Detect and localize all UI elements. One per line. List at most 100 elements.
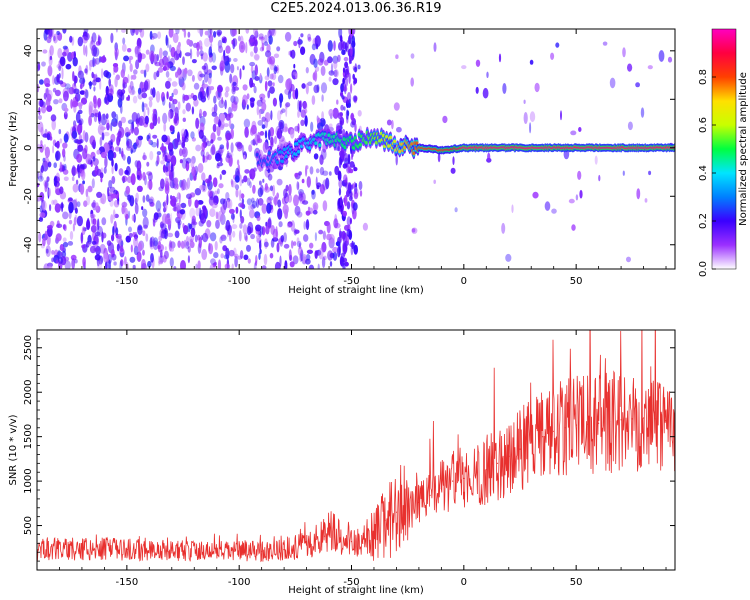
spectrogram-cell: [38, 114, 42, 120]
y-tick-label: 2000: [23, 379, 34, 404]
spectrogram-cell: [63, 176, 69, 182]
spectrogram-cell: [88, 101, 94, 113]
spectrogram-cell: [362, 222, 368, 231]
spectrogram-cell: [58, 80, 64, 85]
spectrogram-cell: [303, 221, 307, 230]
spectrogram-cell: [169, 257, 174, 267]
spectrogram-cell: [44, 83, 51, 88]
spectrogram-cell: [236, 142, 243, 149]
spectrogram-cell: [120, 259, 124, 267]
spectrogram-cell: [68, 219, 73, 225]
spectrogram-cell: [320, 148, 327, 160]
spectrogram-cell: [121, 175, 128, 183]
spectrogram-cell: [48, 187, 51, 197]
spectrogram-cell: [221, 36, 227, 42]
spectrogram-cell: [166, 193, 169, 206]
spectrogram-cell: [274, 195, 277, 207]
spectrogram-cell: [225, 192, 230, 200]
spectrogram-cell: [250, 102, 255, 108]
spectrogram-cell: [288, 249, 292, 261]
spectrogram-cell: [126, 176, 133, 183]
spectrogram-cell: [54, 203, 61, 213]
spectrogram-cell: [129, 57, 132, 65]
spectrogram-cell: [247, 221, 254, 234]
spectrogram-cell: [345, 109, 349, 120]
spectrogram-cell: [187, 246, 191, 253]
spectrogram-cell: [190, 159, 195, 169]
spectrogram-cell: [284, 88, 291, 95]
spectrogram-cell: [239, 35, 244, 45]
spectrogram-cell: [300, 46, 306, 55]
spectrogram-cell: [153, 71, 157, 81]
spectrogram-cell: [269, 185, 274, 192]
spectrogram-cell: [353, 191, 359, 200]
spectrogram-cell: [498, 53, 502, 63]
x-tick-label: -50: [343, 577, 359, 588]
spectrogram-cell: [163, 122, 167, 132]
spectrogram-cell: [140, 69, 145, 74]
spectrogram-cell: [261, 265, 267, 269]
spectrogram-cell: [113, 64, 119, 73]
spectrogram-cell: [293, 194, 299, 207]
spectrogram-cell: [77, 109, 83, 115]
spectrogram-cell: [239, 250, 244, 259]
spectrogram-cell: [148, 179, 153, 191]
spectrogram-cell: [174, 138, 179, 148]
spectrogram-cell: [90, 214, 95, 225]
spectrogram-cell: [322, 170, 329, 176]
spectrogram-cell: [165, 70, 170, 78]
spectrogram-cell: [321, 111, 324, 121]
spectrogram-cell: [209, 29, 213, 35]
spectrogram-cell: [301, 83, 306, 89]
spectrogram-cell: [156, 70, 160, 78]
spectrogram-cell: [87, 185, 93, 193]
spectrogram-cell: [173, 117, 178, 124]
spectrogram-cell: [351, 40, 356, 48]
spectrogram-cell: [328, 123, 333, 128]
spectrogram-cell: [249, 209, 255, 219]
spectrogram-cell: [278, 135, 285, 142]
spectrogram-cell: [256, 215, 261, 222]
spectrogram-cell: [92, 79, 97, 86]
spectrogram-cell: [273, 65, 278, 75]
spectrogram-cell: [317, 263, 320, 269]
spectrogram-cell: [99, 197, 105, 204]
spectrogram-cell: [118, 126, 125, 139]
spectrogram-cell: [185, 235, 190, 247]
spectrogram-cell: [501, 222, 506, 234]
spectrogram-cell: [349, 161, 355, 168]
spectrogram-cell: [437, 153, 441, 163]
spectrogram-cell: [119, 147, 122, 155]
spectrogram-cell: [130, 145, 134, 151]
spectrogram-cell: [327, 40, 333, 52]
spectrogram-cell: [410, 53, 415, 59]
spectrogram-cell: [91, 202, 96, 208]
spectrogram-cell: [62, 237, 67, 243]
spectrogram-cell: [410, 77, 415, 87]
spectrogram-cell: [149, 50, 155, 62]
spectrogram-cell: [278, 119, 285, 130]
signal-cell: [314, 141, 318, 145]
spectrogram-cell: [41, 105, 47, 114]
spectrogram-cell: [73, 51, 77, 59]
spectrogram-cell: [248, 204, 252, 211]
spectrogram-cell: [219, 113, 226, 122]
spectrogram-cell: [51, 118, 56, 131]
spectrogram-cell: [178, 192, 181, 204]
spectrogram-cell: [70, 99, 73, 109]
spectrogram-cell: [72, 71, 75, 82]
spectrogram-cell: [51, 250, 55, 255]
spectrogram-cell: [333, 60, 338, 70]
spectrogram-cell: [119, 245, 124, 252]
signal-cell: [403, 145, 407, 150]
spectrogram-cell: [311, 189, 315, 195]
spectrogram-cell: [74, 214, 78, 220]
spectrogram-cell: [108, 179, 113, 189]
spectrogram-cell: [119, 260, 123, 269]
spectrogram-cell: [261, 116, 266, 122]
spectrogram-cell: [171, 81, 178, 87]
spectrogram-cell: [137, 44, 140, 56]
spectrogram-cell: [169, 247, 175, 252]
spectrogram-cell: [575, 194, 579, 201]
spectrogram-cell: [213, 103, 218, 113]
